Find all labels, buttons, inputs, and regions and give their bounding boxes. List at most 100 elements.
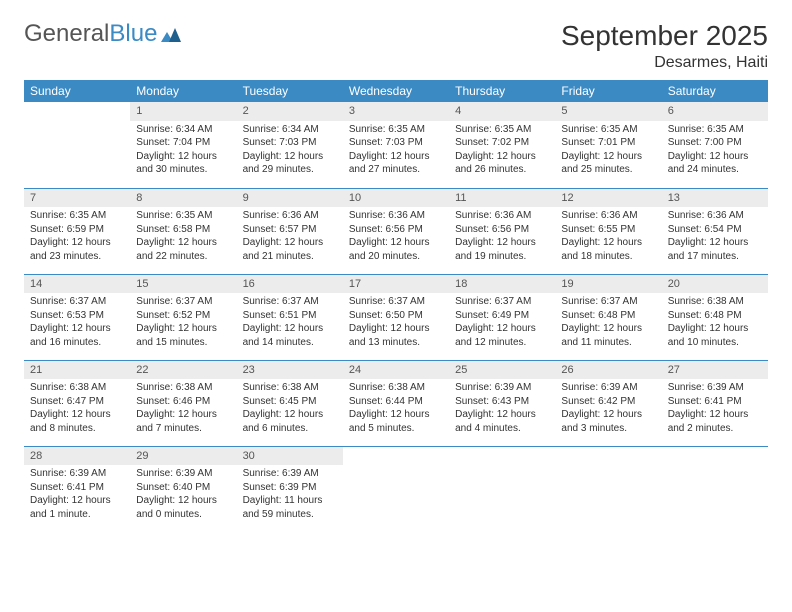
calendar-cell: 27Sunrise: 6:39 AMSunset: 6:41 PMDayligh… (662, 360, 768, 446)
day-body: Sunrise: 6:38 AMSunset: 6:47 PMDaylight:… (24, 379, 130, 439)
day-body: Sunrise: 6:37 AMSunset: 6:49 PMDaylight:… (449, 293, 555, 353)
day-line: Sunrise: 6:37 AM (561, 295, 655, 309)
day-body: Sunrise: 6:38 AMSunset: 6:45 PMDaylight:… (237, 379, 343, 439)
day-line: Sunrise: 6:36 AM (243, 209, 337, 223)
day-line: Sunrise: 6:36 AM (455, 209, 549, 223)
day-line: Sunset: 6:57 PM (243, 223, 337, 237)
calendar-cell: 12Sunrise: 6:36 AMSunset: 6:55 PMDayligh… (555, 188, 661, 274)
day-line: Sunrise: 6:38 AM (243, 381, 337, 395)
day-line: Sunrise: 6:37 AM (455, 295, 549, 309)
day-body: Sunrise: 6:35 AMSunset: 7:02 PMDaylight:… (449, 121, 555, 181)
day-line: Sunrise: 6:39 AM (668, 381, 762, 395)
day-line: Sunset: 6:39 PM (243, 481, 337, 495)
day-number: 22 (130, 361, 236, 380)
day-line: Sunrise: 6:36 AM (668, 209, 762, 223)
calendar-row: .1Sunrise: 6:34 AMSunset: 7:04 PMDayligh… (24, 102, 768, 188)
day-line: Sunset: 6:48 PM (668, 309, 762, 323)
day-number: 5 (555, 102, 661, 121)
calendar-cell: 19Sunrise: 6:37 AMSunset: 6:48 PMDayligh… (555, 274, 661, 360)
calendar-cell: 26Sunrise: 6:39 AMSunset: 6:42 PMDayligh… (555, 360, 661, 446)
calendar-cell: 18Sunrise: 6:37 AMSunset: 6:49 PMDayligh… (449, 274, 555, 360)
day-line: Sunset: 6:49 PM (455, 309, 549, 323)
day-line: Sunrise: 6:35 AM (455, 123, 549, 137)
day-header: Monday (130, 80, 236, 102)
day-line: Sunset: 6:48 PM (561, 309, 655, 323)
day-line: Sunset: 6:42 PM (561, 395, 655, 409)
day-number: 6 (662, 102, 768, 121)
day-number: 25 (449, 361, 555, 380)
day-number: 26 (555, 361, 661, 380)
day-body: Sunrise: 6:37 AMSunset: 6:50 PMDaylight:… (343, 293, 449, 353)
day-body: Sunrise: 6:36 AMSunset: 6:57 PMDaylight:… (237, 207, 343, 267)
calendar-cell: . (555, 446, 661, 532)
calendar-cell: . (343, 446, 449, 532)
day-line: Daylight: 11 hours and 59 minutes. (243, 494, 337, 521)
calendar-row: 14 Sunrise: 6:37 AM Sunset: 6:53 PM Dayligh… (24, 274, 768, 360)
calendar-cell: 15Sunrise: 6:37 AMSunset: 6:52 PMDayligh… (130, 274, 236, 360)
day-body: Sunrise: 6:37 AMSunset: 6:52 PMDaylight:… (130, 293, 236, 353)
calendar-row: 21Sunrise: 6:38 AMSunset: 6:47 PMDayligh… (24, 360, 768, 446)
day-body: Sunrise: 6:36 AMSunset: 6:54 PMDaylight:… (662, 207, 768, 267)
day-number: 21 (24, 361, 130, 380)
day-line: Sunset: 7:04 PM (136, 136, 230, 150)
day-body: Sunrise: 6:34 AMSunset: 7:04 PMDaylight:… (130, 121, 236, 181)
day-line: Daylight: 12 hours and 21 minutes. (243, 236, 337, 263)
day-line: Daylight: 12 hours and 6 minutes. (243, 408, 337, 435)
day-number: 1 (130, 102, 236, 121)
day-line: Sunset: 6:45 PM (243, 395, 337, 409)
calendar-cell: 17Sunrise: 6:37 AMSunset: 6:50 PMDayligh… (343, 274, 449, 360)
day-line: Sunrise: 6:39 AM (561, 381, 655, 395)
day-line: Daylight: 12 hours and 12 minutes. (455, 322, 549, 349)
day-line: Sunset: 6:56 PM (455, 223, 549, 237)
day-line: Sunset: 6:53 PM (30, 309, 124, 323)
day-body: Sunrise: 6:34 AMSunset: 7:03 PMDaylight:… (237, 121, 343, 181)
calendar-cell: 2Sunrise: 6:34 AMSunset: 7:03 PMDaylight… (237, 102, 343, 188)
day-line: Daylight: 12 hours and 23 minutes. (30, 236, 124, 263)
day-number: 28 (24, 447, 130, 466)
day-line: Sunrise: 6:37 AM (136, 295, 230, 309)
day-line: Sunrise: 6:39 AM (243, 467, 337, 481)
day-line: Sunrise: 6:38 AM (349, 381, 443, 395)
calendar-cell: . (24, 102, 130, 188)
day-body: Sunrise: 6:36 AMSunset: 6:55 PMDaylight:… (555, 207, 661, 267)
calendar-row: 7Sunrise: 6:35 AMSunset: 6:59 PMDaylight… (24, 188, 768, 274)
day-body: Sunrise: 6:39 AMSunset: 6:39 PMDaylight:… (237, 465, 343, 525)
day-body: Sunrise: 6:39 AMSunset: 6:42 PMDaylight:… (555, 379, 661, 439)
day-body: Sunrise: 6:35 AMSunset: 7:00 PMDaylight:… (662, 121, 768, 181)
calendar-table: SundayMondayTuesdayWednesdayThursdayFrid… (24, 80, 768, 532)
day-line: Daylight: 12 hours and 29 minutes. (243, 150, 337, 177)
day-number: 2 (237, 102, 343, 121)
day-body: Sunrise: 6:39 AMSunset: 6:43 PMDaylight:… (449, 379, 555, 439)
day-header: Thursday (449, 80, 555, 102)
day-body: Sunrise: 6:39 AMSunset: 6:41 PMDaylight:… (662, 379, 768, 439)
day-line: Sunrise: 6:35 AM (561, 123, 655, 137)
day-number: 14 (24, 275, 130, 294)
day-line: Daylight: 12 hours and 30 minutes. (136, 150, 230, 177)
calendar-cell: 20Sunrise: 6:38 AMSunset: 6:48 PMDayligh… (662, 274, 768, 360)
day-line: Daylight: 12 hours and 14 minutes. (243, 322, 337, 349)
day-line: Daylight: 12 hours and 15 minutes. (136, 322, 230, 349)
day-line: Daylight: 12 hours and 17 minutes. (668, 236, 762, 263)
day-line: Sunrise: 6:34 AM (243, 123, 337, 137)
header: GeneralBlue September 2025 Desarmes, Hai… (24, 20, 768, 72)
day-body: Sunrise: 6:36 AMSunset: 6:56 PMDaylight:… (343, 207, 449, 267)
day-line: Sunrise: 6:36 AM (349, 209, 443, 223)
day-line: Daylight: 12 hours and 24 minutes. (668, 150, 762, 177)
day-line: Daylight: 12 hours and 19 minutes. (455, 236, 549, 263)
calendar-cell: 30Sunrise: 6:39 AMSunset: 6:39 PMDayligh… (237, 446, 343, 532)
calendar-cell: 21Sunrise: 6:38 AMSunset: 6:47 PMDayligh… (24, 360, 130, 446)
day-number: 11 (449, 189, 555, 208)
day-line: Sunset: 6:41 PM (668, 395, 762, 409)
logo-word2: Blue (109, 20, 157, 47)
day-body: Sunrise: 6:38 AMSunset: 6:46 PMDaylight:… (130, 379, 236, 439)
day-line: Sunset: 6:41 PM (30, 481, 124, 495)
day-body: Sunrise: 6:35 AMSunset: 6:59 PMDaylight:… (24, 207, 130, 267)
day-line: Sunrise: 6:35 AM (349, 123, 443, 137)
day-body: Sunrise: 6:35 AMSunset: 7:01 PMDaylight:… (555, 121, 661, 181)
day-line: Daylight: 12 hours and 25 minutes. (561, 150, 655, 177)
day-line: Daylight: 12 hours and 3 minutes. (561, 408, 655, 435)
day-header: Wednesday (343, 80, 449, 102)
month-title: September 2025 (561, 20, 768, 52)
calendar-cell: 5Sunrise: 6:35 AMSunset: 7:01 PMDaylight… (555, 102, 661, 188)
calendar-cell: 29Sunrise: 6:39 AMSunset: 6:40 PMDayligh… (130, 446, 236, 532)
